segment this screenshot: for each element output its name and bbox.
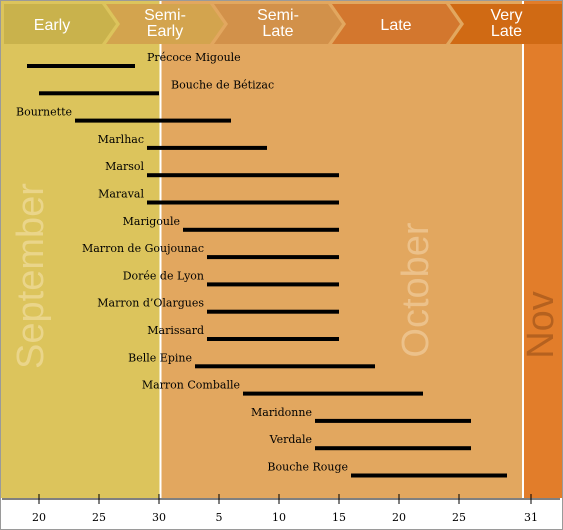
bar-marron-comballe: [243, 391, 423, 396]
label-marigoule: Marigoule: [123, 215, 180, 228]
label-maraval: Maraval: [98, 188, 144, 201]
phase-label-late: Late: [380, 17, 411, 34]
bar-marron-d-olargues: [207, 309, 339, 314]
x-tick-label-october-20: 20: [392, 511, 406, 524]
x-tick-label-october-15: 15: [332, 511, 346, 524]
x-tick-label-october-25: 25: [452, 511, 466, 524]
bar-marigoule: [183, 227, 339, 232]
label-marlhac: Marlhac: [98, 133, 144, 146]
x-tick-label-september-25: 25: [92, 511, 106, 524]
phase-label-semi-late-line-2: Late: [262, 23, 293, 40]
label-marron-de-goujounac: Marron de Goujounac: [82, 242, 204, 255]
phase-chevron-late: [332, 4, 460, 44]
label-bouche-rouge: Bouche Rouge: [267, 461, 348, 474]
month-band-november: [524, 0, 563, 498]
phase-chevron-semi-late: [214, 4, 342, 44]
label-marsol: Marsol: [105, 160, 144, 173]
bar-marron-de-goujounac: [207, 255, 339, 260]
bar-verdale: [315, 446, 471, 451]
bar-marlhac: [147, 145, 267, 150]
bar-bouche-de-b-tizac: [39, 91, 159, 96]
x-tick-label-october-10: 10: [272, 511, 286, 524]
phase-label-very-late-line-2: Late: [491, 23, 522, 40]
x-tick-label-september-20: 20: [32, 511, 46, 524]
bar-bournette: [75, 118, 231, 123]
axis-strip: [0, 499, 563, 530]
bar-pr-coce-migoule: [27, 64, 135, 68]
phase-chevron-early: [4, 4, 116, 44]
bar-belle-epine: [195, 364, 375, 369]
label-marissard: Marissard: [147, 324, 204, 337]
bar-maraval: [147, 200, 339, 205]
label-dor-e-de-lyon: Dorée de Lyon: [123, 269, 204, 282]
bar-marissard: [207, 337, 339, 341]
bar-maridonne: [315, 418, 471, 423]
phase-label-early: Early: [34, 17, 70, 34]
label-pr-coce-migoule: Précoce Migoule: [147, 51, 241, 64]
label-marron-comballe: Marron Comballe: [142, 379, 240, 392]
phase-label-semi-early-line-1: Semi-: [144, 7, 186, 24]
month-band-october: [161, 0, 522, 498]
label-marron-d-olargues: Marron d’Olargues: [97, 297, 204, 310]
x-tick-label-september-30: 30: [152, 511, 166, 524]
phase-chevron-semi-early: [106, 4, 224, 44]
month-band-september: [0, 0, 161, 498]
bar-bouche-rouge: [351, 473, 507, 478]
label-bouche-de-b-tizac: Bouche de Bétizac: [171, 78, 274, 91]
x-tick-label-october-5: 5: [216, 511, 223, 524]
bar-marsol: [147, 173, 339, 178]
phase-label-semi-late-line-1: Semi-: [257, 7, 299, 24]
x-tick-label-october-31: 31: [524, 511, 538, 524]
phase-chevron-very-late: [450, 4, 563, 44]
month-label-october: October: [395, 222, 437, 358]
label-belle-epine: Belle Epine: [128, 351, 192, 364]
phase-label-semi-early-line-2: Early: [147, 23, 183, 40]
month-label-november: Nov: [520, 291, 562, 359]
label-verdale: Verdale: [269, 433, 312, 446]
label-bournette: Bournette: [16, 106, 72, 119]
bar-dor-e-de-lyon: [207, 282, 339, 287]
month-label-september: September: [10, 183, 52, 369]
phase-label-very-late-line-1: Very: [490, 7, 522, 24]
label-maridonne: Maridonne: [251, 406, 312, 419]
